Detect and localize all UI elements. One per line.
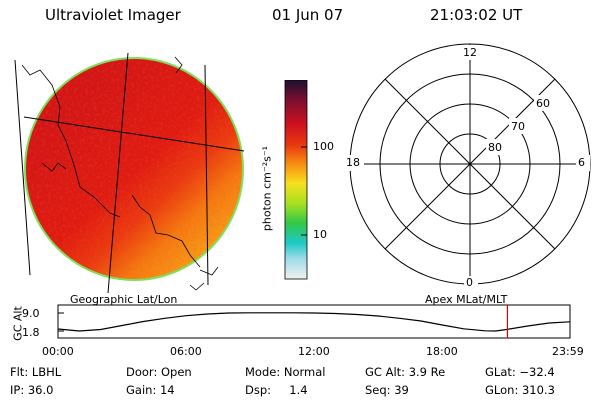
alt-xtick-1: 06:00	[170, 345, 202, 358]
info-dsp: Dsp: 1.4	[245, 383, 308, 397]
info-ip: IP: 36.0	[10, 383, 54, 397]
info-door: Door: Open	[126, 365, 192, 379]
lat-label-70: 70	[511, 120, 525, 133]
mlt-label-12: 12	[463, 46, 477, 59]
alt-ytick-1: 1.8	[22, 326, 40, 339]
alt-xtick-0: 00:00	[42, 345, 74, 358]
info-flt: Flt: LBHL	[10, 365, 62, 379]
coastlines	[21, 56, 219, 291]
alt-xtick-2: 12:00	[298, 345, 330, 358]
alt-ytick-9: 9.0	[22, 307, 40, 320]
polar-plot	[342, 43, 591, 290]
apex-label: Apex MLat/MLT	[425, 293, 508, 306]
alt-xtick-3: 18:00	[426, 345, 458, 358]
alt-plot-frame	[57, 304, 571, 339]
info-gc-alt: GC Alt: 3.9 Re	[365, 365, 446, 379]
time-label: 21:03:02 UT	[430, 6, 523, 24]
info-gain: Gain: 14	[126, 383, 175, 397]
alt-xtick-4: 23:59	[552, 345, 584, 358]
mlt-label-6: 6	[578, 156, 585, 169]
info-glon: GLon: 310.3	[485, 383, 555, 397]
altitude-series-line	[57, 312, 571, 332]
colorbar-unit-label: photon cm⁻²s⁻¹	[260, 145, 274, 232]
mlt-label-0: 0	[466, 276, 473, 289]
date-label: 01 Jun 07	[272, 6, 344, 24]
uv-image	[14, 52, 245, 294]
lat-label-80: 80	[488, 141, 502, 154]
geographic-label: Geographic Lat/Lon	[70, 293, 178, 306]
colorbar-label-100: 100	[313, 140, 334, 153]
colorbar-label-10: 10	[313, 228, 327, 241]
lat-label-60: 60	[536, 97, 550, 110]
colorbar	[284, 80, 308, 280]
geographic-grid	[14, 52, 245, 294]
info-seq: Seq: 39	[365, 383, 409, 397]
instrument-title: Ultraviolet Imager	[45, 6, 181, 24]
polar-diag-2	[384, 78, 556, 250]
mlt-label-18: 18	[346, 156, 360, 169]
altitude-plot	[57, 304, 571, 339]
info-glat: GLat: −32.4	[485, 365, 555, 379]
info-mode: Mode: Normal	[245, 365, 326, 379]
